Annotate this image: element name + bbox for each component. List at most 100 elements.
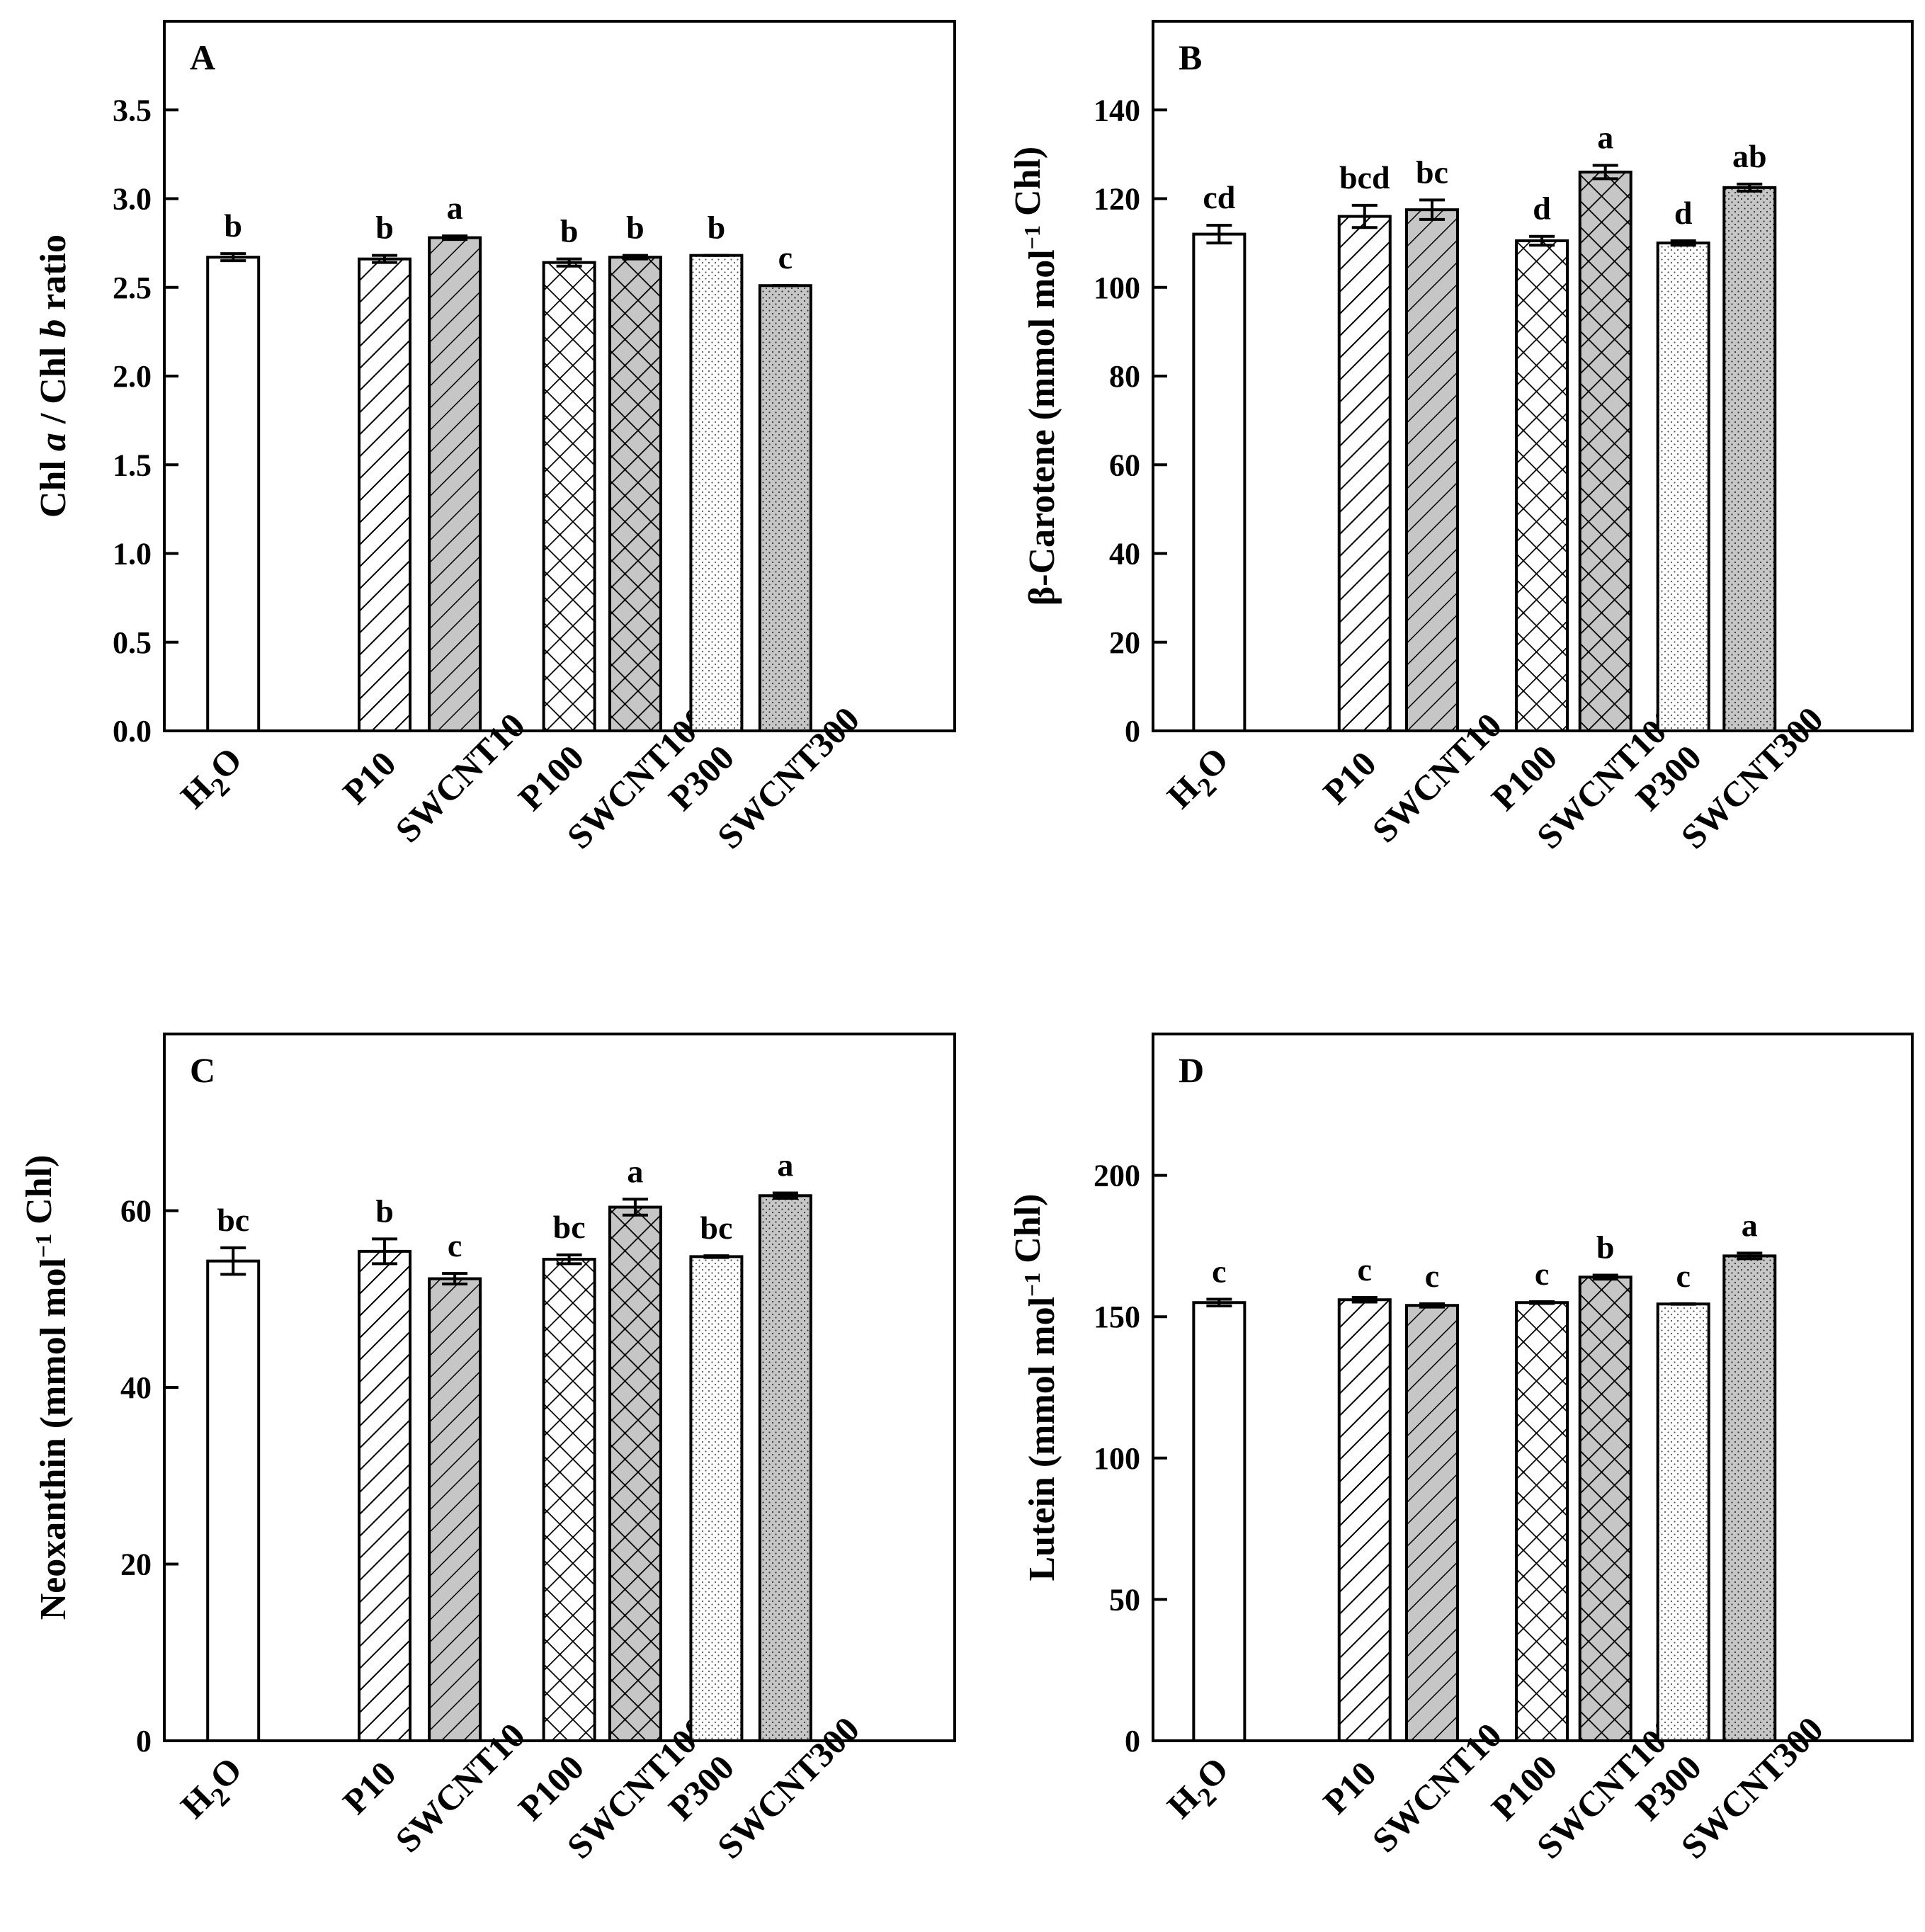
- panel-label: C: [190, 1050, 215, 1090]
- significance-letter: b: [708, 210, 726, 246]
- bar-p100: [1515, 239, 1569, 732]
- x-tick-label: P100: [511, 1747, 591, 1828]
- error-bar: [220, 1246, 246, 1276]
- error-bar: [1737, 182, 1763, 193]
- significance-letter: b: [224, 208, 242, 244]
- error-bar: [1592, 1273, 1618, 1281]
- significance-letter: c: [1535, 1256, 1549, 1292]
- y-tick-label: 50: [1109, 1582, 1140, 1617]
- error-bar: [556, 257, 582, 268]
- y-axis-label: Chl a / Chl b ratio: [33, 234, 74, 518]
- error-bar: [1419, 1302, 1445, 1309]
- y-tick-label: 2.5: [113, 271, 152, 305]
- y-tick-label: 0: [1125, 714, 1140, 749]
- error-bar: [372, 1237, 398, 1266]
- bar-p10: [358, 257, 412, 733]
- x-tick-label: H2O: [173, 739, 256, 822]
- error-bar: [703, 1254, 729, 1259]
- significance-letter: a: [447, 190, 463, 226]
- y-tick-label: 0.5: [113, 625, 152, 660]
- significance-letter: b: [560, 213, 579, 249]
- significance-letter: c: [448, 1227, 462, 1263]
- y-tick-label: 60: [120, 1194, 152, 1229]
- bar-swcnt10: [1404, 1304, 1459, 1743]
- bar-swcnt10: [428, 236, 482, 732]
- error-bar: [1529, 234, 1555, 247]
- significance-letter: a: [1597, 120, 1613, 156]
- significance-letter: c: [1425, 1258, 1439, 1294]
- significance-letter: d: [1533, 191, 1551, 227]
- significance-letter: cd: [1203, 179, 1235, 215]
- chart-panel-a: 0.0 0.5 1.0 1.5 2.0 2.5 3.0 3.5 A Chl a / Chl b r…: [33, 20, 956, 856]
- y-tick-label: 3.5: [113, 93, 152, 127]
- significance-letter: c: [778, 239, 793, 275]
- bar-swcnt300: [1722, 1254, 1777, 1742]
- x-tick-label: P10: [1315, 744, 1384, 812]
- panel-label: D: [1179, 1050, 1204, 1090]
- x-tick-label: P10: [335, 1754, 404, 1822]
- x-tick-label: P10: [335, 744, 404, 812]
- error-bar: [372, 254, 398, 264]
- y-tick-label: 40: [1109, 537, 1140, 572]
- panel-label: B: [1179, 38, 1202, 77]
- error-bar: [1670, 239, 1696, 247]
- bar-p300: [1656, 1302, 1710, 1742]
- error-bar: [1351, 203, 1378, 229]
- y-tick-label: 0: [1125, 1724, 1140, 1758]
- y-tick-label: 100: [1094, 1441, 1140, 1476]
- y-axis-label: Neoxanthin (mmol mol−1 Chl): [19, 1155, 74, 1620]
- y-tick-label: 200: [1094, 1159, 1140, 1193]
- error-bar: [1529, 1300, 1555, 1305]
- bar-p100: [542, 1258, 596, 1743]
- significance-letter: d: [1674, 195, 1693, 231]
- bar-p100: [1515, 1301, 1569, 1742]
- x-tick-label: P10: [1315, 1754, 1384, 1822]
- significance-letter: bc: [553, 1209, 586, 1245]
- y-tick-label: 150: [1094, 1300, 1140, 1334]
- bar-h2o: [206, 256, 261, 733]
- error-bar: [622, 1198, 648, 1217]
- significance-letter: b: [626, 210, 644, 246]
- significance-letter: b: [375, 210, 394, 246]
- chart-panel-b: 0 20 40 60 80 100 120 140 Bβ-Carotene (mmol mol−…: [1008, 20, 1914, 856]
- bar-p300: [689, 1255, 744, 1742]
- bar-h2o: [1192, 1301, 1247, 1742]
- bar-p300: [689, 254, 744, 733]
- bar-h2o: [1192, 232, 1247, 733]
- bar-p10: [1337, 1298, 1392, 1743]
- y-tick-label: 60: [1109, 448, 1140, 482]
- significance-letter: b: [375, 1193, 394, 1229]
- significance-letter: c: [1212, 1253, 1226, 1289]
- significance-letter: b: [1596, 1229, 1615, 1266]
- error-bar: [1419, 198, 1445, 221]
- significance-letter: a: [1742, 1207, 1758, 1243]
- y-tick-label: 120: [1094, 182, 1140, 217]
- bar-swcnt100: [608, 1205, 662, 1742]
- error-bar: [556, 1253, 582, 1266]
- significance-letter: bc: [1416, 154, 1448, 190]
- y-tick-label: 1.0: [113, 537, 152, 572]
- bar-p10: [358, 1249, 412, 1742]
- y-axis-label: β-Carotene (mmol mol−1 Chl): [1008, 147, 1062, 606]
- x-tick-label: H2O: [1159, 1749, 1242, 1832]
- bar-swcnt300: [758, 284, 812, 732]
- bar-swcnt10: [1404, 208, 1459, 732]
- significance-letter: bc: [700, 1210, 732, 1246]
- significance-letter: c: [1676, 1258, 1690, 1294]
- error-bar: [1206, 1297, 1232, 1308]
- error-bar: [1206, 224, 1232, 245]
- error-bar: [1670, 1302, 1696, 1306]
- x-tick-label: H2O: [173, 1749, 256, 1832]
- significance-letter: a: [627, 1153, 643, 1189]
- bar-p100: [542, 261, 596, 732]
- panel-label: A: [190, 38, 215, 77]
- bar-swcnt100: [608, 256, 662, 733]
- error-bar: [442, 1272, 468, 1286]
- error-bar: [772, 1191, 798, 1200]
- bar-swcnt300: [758, 1194, 812, 1742]
- y-tick-label: 140: [1094, 93, 1140, 127]
- significance-letter: c: [1358, 1251, 1372, 1288]
- significance-letter: bcd: [1339, 159, 1390, 195]
- error-bar: [442, 234, 468, 242]
